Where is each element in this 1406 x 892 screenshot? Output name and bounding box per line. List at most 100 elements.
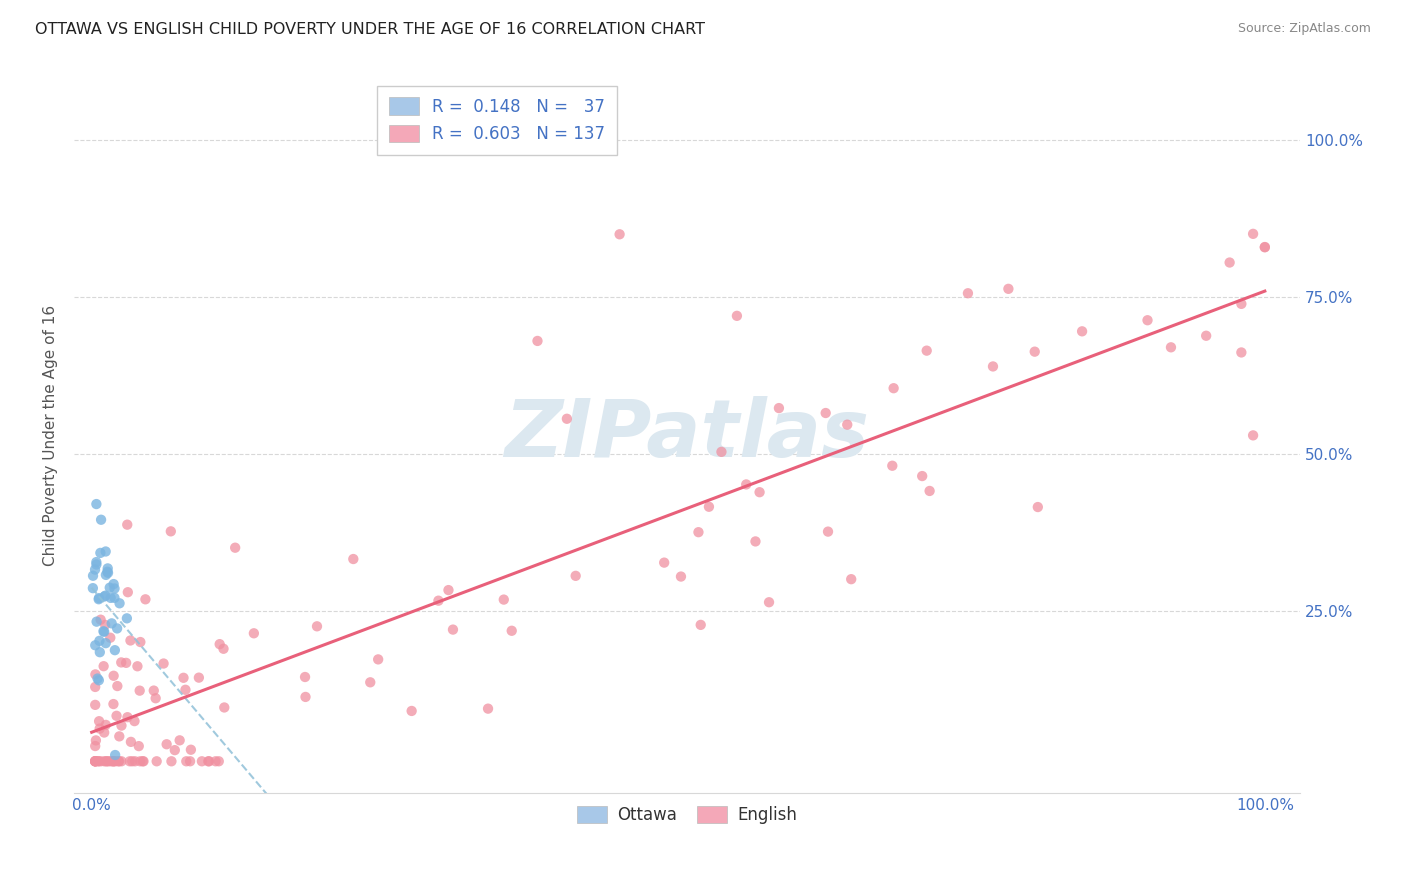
Point xyxy=(1254,240,1277,254)
Y-axis label: Child Poverty Under the Age of 16: Child Poverty Under the Age of 16 xyxy=(44,304,58,566)
Point xyxy=(883,381,905,395)
Point xyxy=(117,710,139,724)
Point xyxy=(243,626,266,640)
Point xyxy=(100,754,122,768)
Point xyxy=(180,742,202,756)
Point xyxy=(87,591,110,606)
Point xyxy=(90,613,112,627)
Point xyxy=(103,754,125,768)
Point xyxy=(84,638,107,652)
Point xyxy=(437,583,460,598)
Point xyxy=(294,670,316,684)
Point xyxy=(94,544,117,558)
Point xyxy=(129,754,152,768)
Point xyxy=(82,581,104,595)
Point xyxy=(305,619,328,633)
Point xyxy=(609,227,631,242)
Point xyxy=(142,683,165,698)
Point xyxy=(814,406,837,420)
Point xyxy=(163,743,186,757)
Point xyxy=(688,525,710,540)
Point xyxy=(212,641,235,656)
Point xyxy=(87,754,110,768)
Point xyxy=(174,682,197,697)
Point xyxy=(555,411,578,425)
Point xyxy=(1241,227,1264,241)
Point xyxy=(127,659,149,673)
Point xyxy=(1230,297,1253,311)
Point xyxy=(104,754,127,768)
Point xyxy=(93,725,115,739)
Point xyxy=(89,722,111,736)
Point xyxy=(1230,345,1253,359)
Point xyxy=(173,671,195,685)
Point xyxy=(100,591,122,605)
Point xyxy=(1136,313,1159,327)
Point xyxy=(108,730,131,744)
Point xyxy=(1254,240,1277,254)
Point xyxy=(918,483,941,498)
Point xyxy=(94,568,117,582)
Point xyxy=(159,524,181,539)
Point xyxy=(1195,328,1218,343)
Point xyxy=(179,754,201,768)
Point xyxy=(96,565,118,579)
Point xyxy=(97,754,120,768)
Point xyxy=(169,733,191,747)
Text: ZIPatlas: ZIPatlas xyxy=(505,396,869,474)
Point xyxy=(108,754,131,768)
Point xyxy=(132,754,155,768)
Point xyxy=(90,513,112,527)
Point xyxy=(94,589,117,603)
Point xyxy=(208,637,231,651)
Point xyxy=(103,577,125,591)
Point xyxy=(89,633,111,648)
Point xyxy=(121,754,143,768)
Point xyxy=(915,343,938,358)
Point xyxy=(86,555,108,569)
Point xyxy=(1026,500,1049,514)
Point xyxy=(103,591,125,605)
Point xyxy=(441,623,464,637)
Point xyxy=(84,754,107,768)
Point xyxy=(93,624,115,639)
Point xyxy=(120,633,142,648)
Point xyxy=(837,417,859,432)
Point xyxy=(82,568,104,582)
Point xyxy=(84,667,107,681)
Point xyxy=(882,458,904,473)
Point xyxy=(94,618,117,632)
Point xyxy=(758,595,780,609)
Point xyxy=(427,593,450,607)
Point xyxy=(117,517,139,532)
Point xyxy=(86,558,108,572)
Point xyxy=(93,590,115,604)
Point xyxy=(204,754,226,768)
Point xyxy=(117,585,139,599)
Point xyxy=(105,622,128,636)
Point xyxy=(911,469,934,483)
Point xyxy=(84,739,107,753)
Point xyxy=(86,672,108,686)
Text: Source: ZipAtlas.com: Source: ZipAtlas.com xyxy=(1237,22,1371,36)
Point xyxy=(1071,324,1094,338)
Point xyxy=(735,477,758,491)
Text: OTTAWA VS ENGLISH CHILD POVERTY UNDER THE AGE OF 16 CORRELATION CHART: OTTAWA VS ENGLISH CHILD POVERTY UNDER TH… xyxy=(35,22,706,37)
Point xyxy=(156,737,179,751)
Point xyxy=(87,592,110,607)
Point xyxy=(697,500,720,514)
Point xyxy=(87,714,110,729)
Point xyxy=(100,616,122,631)
Point xyxy=(956,286,979,301)
Point xyxy=(129,635,152,649)
Point xyxy=(689,618,711,632)
Point xyxy=(105,679,128,693)
Point xyxy=(103,582,125,596)
Point xyxy=(191,754,214,768)
Point xyxy=(115,656,138,670)
Point xyxy=(86,497,108,511)
Point xyxy=(108,596,131,610)
Point xyxy=(197,754,219,768)
Point xyxy=(104,643,127,657)
Point xyxy=(564,569,586,583)
